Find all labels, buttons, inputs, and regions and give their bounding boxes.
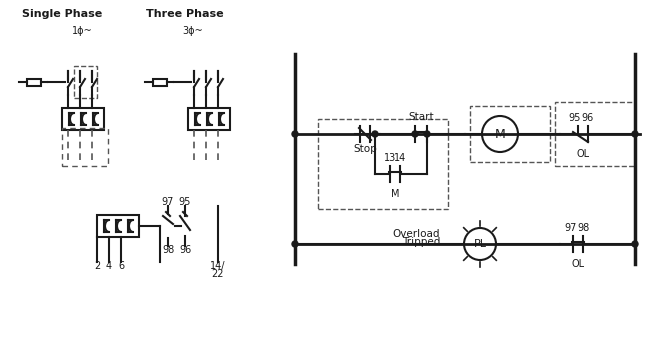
Text: 14/: 14/ bbox=[210, 261, 226, 271]
Circle shape bbox=[632, 131, 638, 137]
Circle shape bbox=[412, 131, 418, 137]
Bar bbox=[555, 102, 635, 166]
Text: Single Phase: Single Phase bbox=[22, 9, 102, 19]
Text: 97: 97 bbox=[162, 197, 174, 207]
Text: Stop: Stop bbox=[353, 144, 377, 154]
Text: PL: PL bbox=[473, 239, 486, 249]
Text: 97: 97 bbox=[565, 223, 577, 233]
Text: M: M bbox=[495, 128, 505, 140]
Text: 14: 14 bbox=[394, 153, 406, 163]
Text: 2: 2 bbox=[94, 261, 100, 271]
Text: 96: 96 bbox=[582, 113, 594, 123]
Text: M: M bbox=[391, 189, 399, 199]
Text: 96: 96 bbox=[179, 245, 191, 255]
Text: 1ϕ~: 1ϕ~ bbox=[72, 26, 92, 36]
Bar bbox=[97, 215, 139, 237]
Bar bbox=[318, 119, 448, 209]
Text: Start: Start bbox=[408, 112, 434, 122]
Text: Three Phase: Three Phase bbox=[146, 9, 224, 19]
Text: 98: 98 bbox=[162, 245, 174, 255]
Bar bbox=[188, 108, 230, 130]
Text: 3ϕ~: 3ϕ~ bbox=[183, 26, 203, 36]
Bar bbox=[62, 128, 108, 166]
Text: 95: 95 bbox=[569, 113, 581, 123]
Circle shape bbox=[424, 131, 430, 137]
Text: 22: 22 bbox=[212, 269, 224, 279]
Circle shape bbox=[292, 241, 298, 247]
Text: Overload: Overload bbox=[393, 229, 440, 239]
Bar bbox=[470, 106, 550, 162]
Text: 4: 4 bbox=[106, 261, 112, 271]
Bar bbox=[27, 78, 41, 86]
Bar bbox=[74, 66, 97, 98]
Text: OL: OL bbox=[577, 149, 590, 159]
Text: 98: 98 bbox=[578, 223, 590, 233]
Text: 6: 6 bbox=[118, 261, 124, 271]
Circle shape bbox=[632, 241, 638, 247]
Text: 95: 95 bbox=[179, 197, 191, 207]
Text: 13: 13 bbox=[384, 153, 396, 163]
Text: OL: OL bbox=[571, 259, 584, 269]
Circle shape bbox=[372, 131, 378, 137]
Bar bbox=[153, 78, 167, 86]
Circle shape bbox=[292, 131, 298, 137]
Bar bbox=[62, 108, 104, 130]
Text: Tripped: Tripped bbox=[402, 237, 440, 247]
